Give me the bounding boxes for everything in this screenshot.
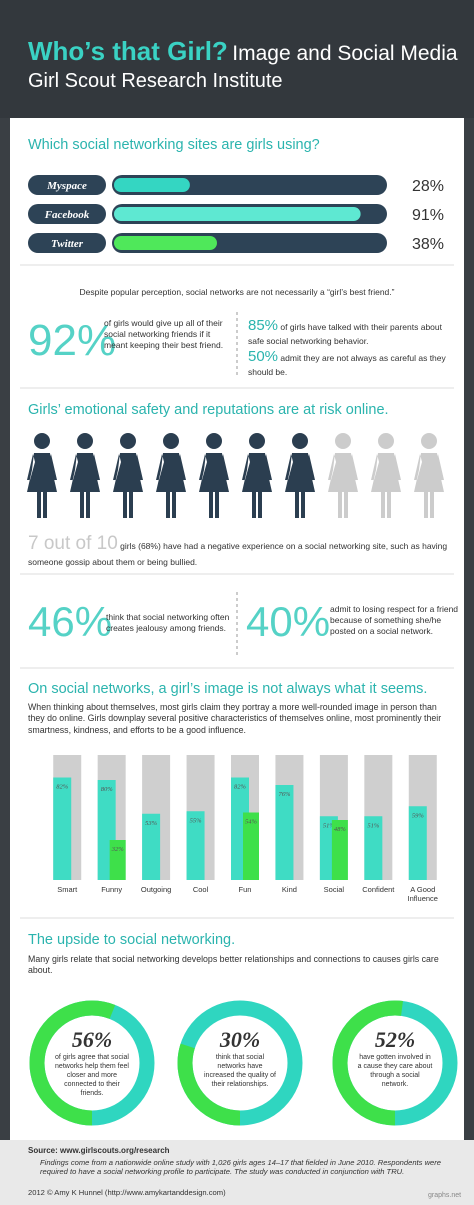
- stat-text: girls (68%) have had a negative experien…: [28, 541, 448, 567]
- value-label: 48%: [334, 826, 347, 833]
- x-tick-label: Outgoing: [140, 885, 172, 894]
- footer-bg: [0, 1140, 474, 1205]
- bar: [109, 840, 126, 880]
- value-label: 91%: [412, 207, 444, 224]
- subtitle: Girl Scout Research Institute: [28, 70, 283, 93]
- bar: [186, 811, 205, 880]
- findings: Findings come from a nationwide online s…: [40, 1158, 442, 1177]
- value-label: 82%: [234, 784, 247, 791]
- x-tick-label: Funny: [101, 885, 123, 894]
- stat-text: admit to losing respect for a friend bec…: [330, 604, 459, 637]
- credit: graphs.net: [428, 1192, 462, 1199]
- x-tick-label: Smart: [57, 885, 78, 894]
- figure: [113, 433, 143, 518]
- figure: [199, 433, 229, 518]
- label-pill: [28, 233, 106, 253]
- donut-caption: think that social networks have increase…: [204, 1054, 276, 1089]
- x-tick-label: Cool: [192, 885, 209, 894]
- value-label: 82%: [56, 784, 69, 791]
- donut-arc: [29, 1000, 155, 1126]
- value-label: 32%: [111, 846, 125, 853]
- bar: [114, 207, 361, 221]
- value-label: 55%: [190, 817, 203, 824]
- bar: [331, 820, 348, 880]
- x-tick-label: Social: [323, 885, 345, 894]
- section-heading: Which social networking sites are girls …: [28, 137, 320, 153]
- copyright: 2012 © Amy K Hunnel (http://www.amykarta…: [28, 1188, 226, 1197]
- big-stat: 92%: [28, 316, 117, 365]
- value-label: 59%: [412, 812, 425, 819]
- figure: [156, 433, 186, 518]
- stat-value: 85%: [248, 317, 279, 334]
- x-tick-label: Kind: [281, 885, 297, 894]
- figure: [242, 433, 272, 518]
- figure: [328, 433, 358, 518]
- section-heading: On social networks, a girl’s image is no…: [28, 681, 428, 697]
- big-stat: 46%: [28, 598, 113, 645]
- stat-text: think that social networking often creat…: [106, 612, 230, 634]
- bar: [53, 777, 72, 880]
- category-label: Myspace: [46, 180, 87, 192]
- section-heading: The upside to social networking.: [28, 932, 236, 948]
- x-tick-label: Fun: [238, 885, 252, 894]
- bar: [114, 178, 190, 192]
- stat-value: 50%: [248, 348, 279, 365]
- figure: [70, 433, 100, 518]
- value-label: 53%: [145, 820, 158, 827]
- title-accent: Who’s that Girl?: [28, 36, 228, 66]
- x-tick-label: Confident: [362, 885, 395, 894]
- figure: [414, 433, 444, 518]
- header-title: Who’s that Girl? Image and Social Media: [28, 36, 458, 67]
- bar: [114, 236, 217, 250]
- side-stat: 50% admit they are not always as careful…: [248, 347, 448, 378]
- figure: [27, 433, 57, 518]
- bar: [243, 812, 259, 880]
- stat-text: of girls have talked with their parents …: [248, 322, 442, 346]
- category-label: Twitter: [51, 238, 84, 250]
- section-heading: Girls’ emotional safety and reputations …: [28, 402, 389, 418]
- donut-label: 30%: [219, 1027, 260, 1052]
- donut-label: 52%: [375, 1027, 415, 1052]
- value-label: 51%: [323, 822, 336, 829]
- side-stat: 85% of girls have talked with their pare…: [248, 316, 448, 347]
- header-bg: [0, 0, 474, 118]
- source: Source: www.girlscouts.org/research: [28, 1146, 170, 1155]
- x-tick-label: A Good Influence: [407, 885, 438, 904]
- figure: [371, 433, 401, 518]
- value-label: 76%: [278, 791, 291, 798]
- donut-arc: [177, 1000, 303, 1126]
- donut-label: 56%: [72, 1027, 112, 1052]
- caption: Despite popular perception, social netwo…: [79, 287, 395, 297]
- bar: [275, 785, 294, 880]
- value-label: 80%: [101, 786, 114, 793]
- paragraph: When thinking about themselves, most gir…: [28, 702, 442, 735]
- value-label: 51%: [367, 822, 380, 829]
- category-label: Facebook: [44, 209, 90, 221]
- label-pill: [28, 175, 106, 195]
- bar: [142, 813, 161, 880]
- big-stat: 40%: [246, 598, 331, 645]
- donut-caption: of girls agree that social networks help…: [55, 1054, 129, 1098]
- value-label: 54%: [245, 819, 258, 826]
- donut-caption: have gotten involved in a cause they car…: [357, 1054, 433, 1089]
- bar: [364, 816, 383, 880]
- value-label: 38%: [412, 236, 444, 253]
- subtitle-text: Girl Scout Research Institute: [28, 70, 283, 92]
- figure: [285, 433, 315, 518]
- value-label: 28%: [412, 178, 444, 195]
- title-rest: Image and Social Media: [232, 42, 458, 65]
- paragraph: Many girls relate that social networking…: [28, 954, 439, 976]
- stat-text: of girls would give up all of their soci…: [104, 318, 224, 351]
- bar: [408, 806, 427, 880]
- donut-arc: [332, 1000, 458, 1126]
- label-pill: [28, 204, 106, 224]
- stat-text: admit they are not always as careful as …: [248, 353, 446, 377]
- pictogram-label: 7 out of 10: [28, 533, 118, 554]
- pictogram-text: 7 out of 10 girls (68%) have had a negat…: [28, 532, 453, 568]
